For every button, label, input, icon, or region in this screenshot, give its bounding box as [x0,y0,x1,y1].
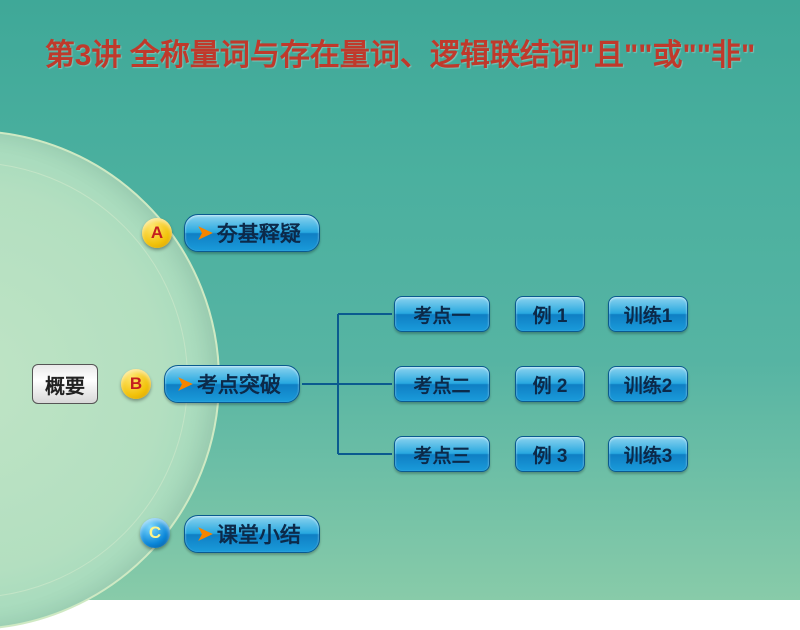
example-2[interactable]: 例 2 [515,366,585,402]
example-3[interactable]: 例 3 [515,436,585,472]
training-2[interactable]: 训练2 [608,366,688,402]
training-3[interactable]: 训练3 [608,436,688,472]
training-1[interactable]: 训练1 [608,296,688,332]
point-1[interactable]: 考点一 [394,296,490,332]
point-2[interactable]: 考点二 [394,366,490,402]
example-1[interactable]: 例 1 [515,296,585,332]
point-3[interactable]: 考点三 [394,436,490,472]
